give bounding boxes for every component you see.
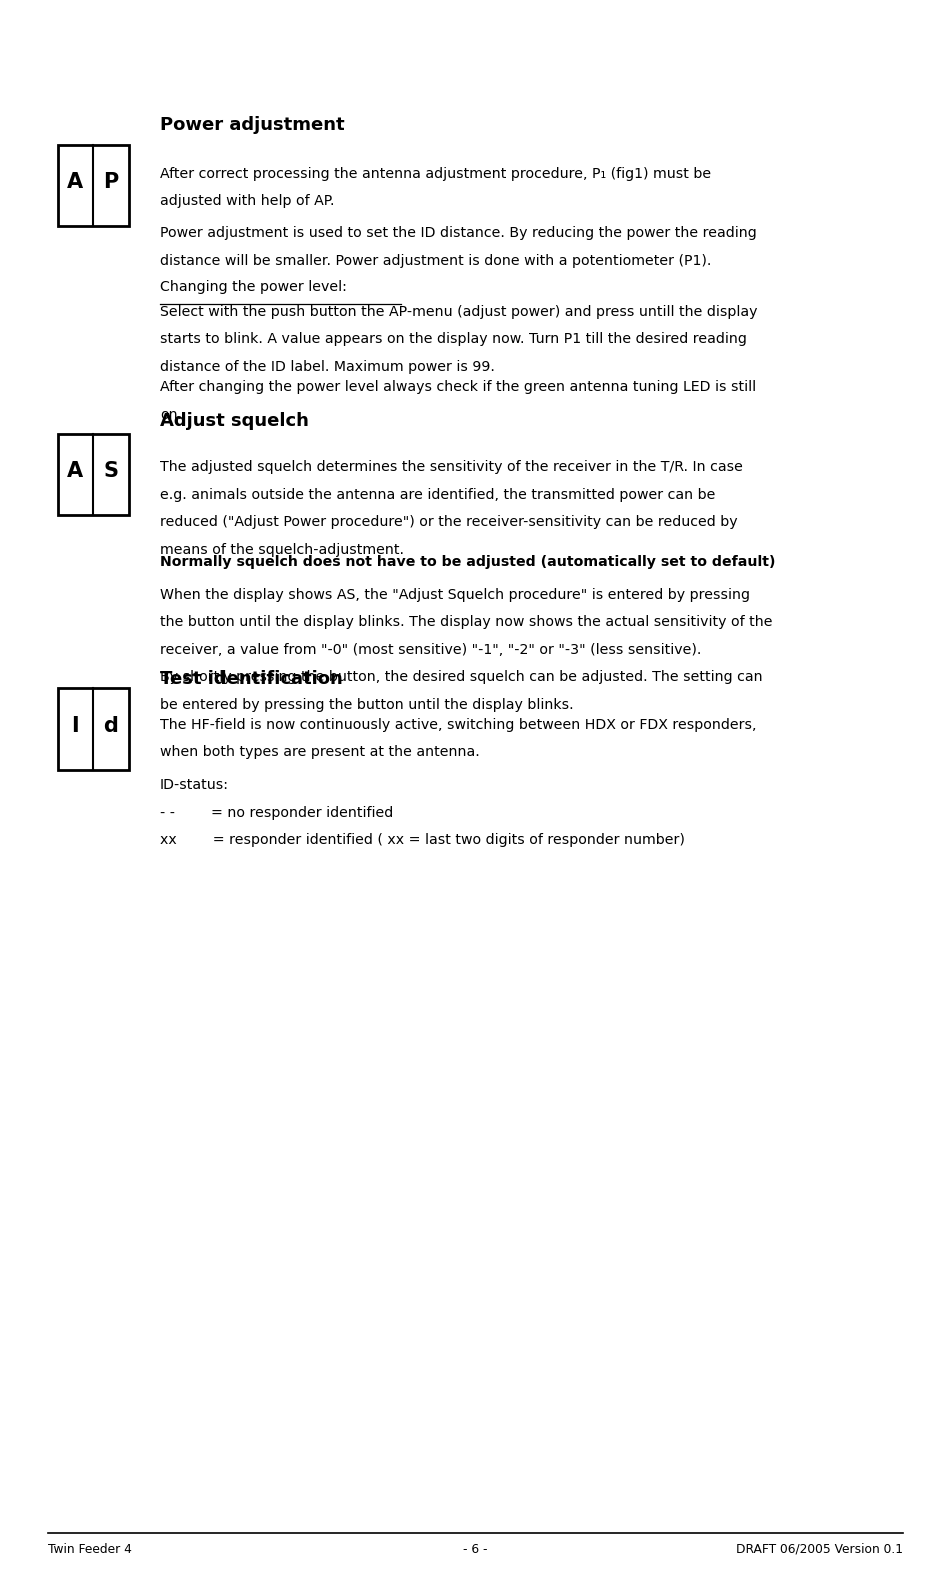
Text: distance of the ID label. Maximum power is 99.: distance of the ID label. Maximum power … [160, 360, 495, 374]
Text: I: I [71, 716, 79, 735]
Text: means of the squelch-adjustment.: means of the squelch-adjustment. [160, 542, 404, 556]
Text: ID-status:: ID-status: [160, 778, 229, 792]
Text: Select with the push button the AP-menu (adjust power) and press untill the disp: Select with the push button the AP-menu … [160, 305, 757, 319]
Text: The HF-field is now continuously active, switching between HDX or FDX responders: The HF-field is now continuously active,… [160, 718, 756, 732]
Text: when both types are present at the antenna.: when both types are present at the anten… [160, 745, 479, 759]
Text: After correct processing the antenna adjustment procedure, P₁ (fig1) must be: After correct processing the antenna adj… [160, 167, 711, 181]
Text: the button until the display blinks. The display now shows the actual sensitivit: the button until the display blinks. The… [160, 614, 772, 628]
Text: The adjusted squelch determines the sensitivity of the receiver in the T/R. In c: The adjusted squelch determines the sens… [160, 460, 743, 474]
Text: adjusted with help of AP.: adjusted with help of AP. [160, 195, 334, 207]
Bar [58, 688, 129, 770]
Text: Power adjustment is used to set the ID distance. By reducing the power the readi: Power adjustment is used to set the ID d… [160, 226, 756, 240]
Text: xx        = responder identified ( xx = last two digits of responder number): xx = responder identified ( xx = last tw… [160, 834, 685, 847]
Text: P: P [104, 173, 119, 192]
Text: A: A [68, 462, 84, 481]
Text: Power adjustment: Power adjustment [160, 116, 344, 134]
Text: Twin Feeder 4: Twin Feeder 4 [48, 1543, 131, 1555]
Text: After changing the power level always check if the green antenna tuning LED is s: After changing the power level always ch… [160, 380, 756, 394]
Bar [58, 145, 129, 226]
Text: By shortly pressing the button, the desired squelch can be adjusted. The setting: By shortly pressing the button, the desi… [160, 669, 763, 683]
Text: be entered by pressing the button until the display blinks.: be entered by pressing the button until … [160, 698, 573, 712]
Text: DRAFT 06/2005 Version 0.1: DRAFT 06/2005 Version 0.1 [736, 1543, 903, 1555]
Text: on.: on. [160, 407, 182, 421]
Text: S: S [104, 462, 119, 481]
Text: When the display shows AS, the "Adjust Squelch procedure" is entered by pressing: When the display shows AS, the "Adjust S… [160, 588, 749, 602]
Text: Test identification: Test identification [160, 671, 342, 688]
Text: - -        = no responder identified: - - = no responder identified [160, 806, 393, 820]
Text: receiver, a value from "-0" (most sensitive) "-1", "-2" or "-3" (less sensitive): receiver, a value from "-0" (most sensit… [160, 643, 701, 657]
Text: starts to blink. A value appears on the display now. Turn P1 till the desired re: starts to blink. A value appears on the … [160, 333, 747, 346]
Text: e.g. animals outside the antenna are identified, the transmitted power can be: e.g. animals outside the antenna are ide… [160, 487, 715, 501]
Text: Normally squelch does not have to be adjusted (automatically set to default): Normally squelch does not have to be adj… [160, 555, 775, 569]
Text: A: A [68, 173, 84, 192]
Bar [58, 434, 129, 515]
Text: Adjust squelch: Adjust squelch [160, 413, 309, 430]
Text: - 6 -: - 6 - [463, 1543, 488, 1555]
Text: distance will be smaller. Power adjustment is done with a potentiometer (P1).: distance will be smaller. Power adjustme… [160, 255, 711, 267]
Text: reduced ("Adjust Power procedure") or the receiver-sensitivity can be reduced by: reduced ("Adjust Power procedure") or th… [160, 515, 737, 529]
Text: Changing the power level:: Changing the power level: [160, 280, 347, 294]
Text: d: d [104, 716, 119, 735]
